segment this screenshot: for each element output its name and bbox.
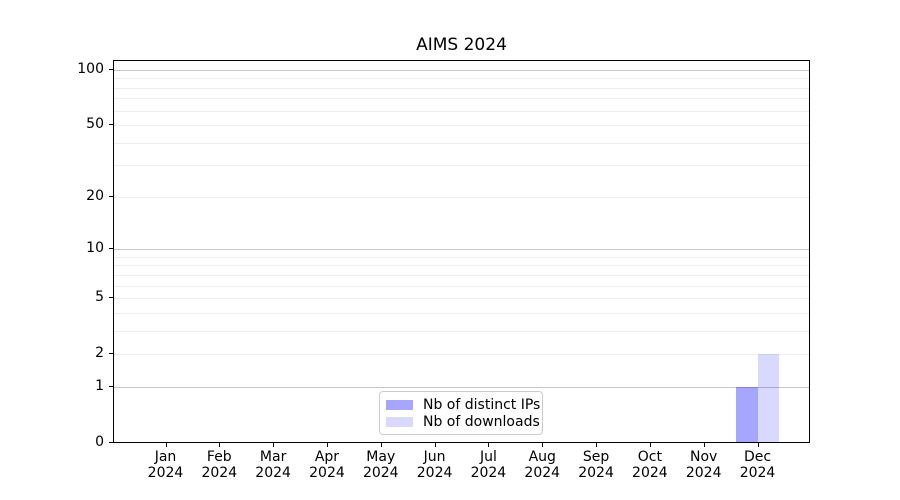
y-tick-label-20: 20	[86, 187, 104, 204]
y-tick-0	[109, 442, 113, 443]
x-tick-apr	[326, 443, 328, 447]
x-tick-feb	[219, 443, 221, 447]
y-tick-5	[109, 297, 113, 299]
x-tick-label-jul: Jul 2024	[470, 449, 507, 481]
legend-label-downloads: Nb of downloads	[423, 414, 540, 430]
y-tick-label-5: 5	[95, 289, 104, 306]
x-tick-label-apr: Apr 2024	[309, 449, 345, 481]
x-tick-jul	[488, 443, 490, 447]
x-tick-mar	[273, 443, 275, 447]
gridline-major-100	[114, 69, 809, 71]
plot-area	[113, 60, 810, 443]
gridline-minor-3	[114, 330, 809, 332]
gridline-minor-5	[114, 298, 809, 300]
gridline-minor-6	[114, 285, 809, 287]
x-tick-jan	[165, 443, 167, 447]
gridline-minor-20	[114, 196, 809, 198]
gridline-minor-8	[114, 265, 809, 267]
bar-nb-of-distinct-ips-dec	[736, 386, 758, 442]
y-tick-10	[109, 248, 113, 250]
y-tick-label-50: 50	[86, 116, 104, 133]
x-tick-label-oct: Oct 2024	[632, 449, 668, 481]
legend-swatch-distinct-ips-icon	[386, 400, 413, 410]
legend: Nb of distinct IPs Nb of downloads	[379, 391, 543, 435]
gridline-minor-2	[114, 354, 809, 356]
x-tick-label-may: May 2024	[362, 449, 399, 481]
x-tick-label-aug: Aug 2024	[524, 449, 561, 481]
y-tick-50	[109, 124, 113, 126]
legend-row-downloads: Nb of downloads	[386, 414, 540, 430]
x-tick-jun	[434, 443, 436, 447]
gridline-major-1	[114, 386, 809, 388]
legend-label-distinct-ips: Nb of distinct IPs	[423, 397, 541, 413]
y-tick-100	[109, 68, 113, 70]
legend-swatch-downloads-icon	[386, 417, 413, 427]
gridline-minor-7	[114, 274, 809, 276]
x-tick-label-jan: Jan 2024	[147, 449, 184, 481]
gridline-minor-90	[114, 78, 809, 80]
y-tick-1	[109, 385, 113, 387]
y-tick-label-2: 2	[95, 345, 104, 362]
x-tick-oct	[649, 443, 651, 447]
x-tick-nov	[703, 443, 705, 447]
y-tick-label-100: 100	[77, 60, 104, 77]
x-tick-label-mar: Mar 2024	[255, 449, 291, 481]
y-tick-2	[109, 353, 113, 355]
y-tick-20	[109, 195, 113, 197]
gridline-minor-40	[114, 142, 809, 144]
gridline-minor-70	[114, 98, 809, 100]
x-tick-sep	[596, 443, 598, 447]
bar-nb-of-downloads-dec	[757, 354, 780, 442]
x-tick-dec	[757, 443, 759, 447]
chart-title: AIMS 2024	[416, 35, 507, 55]
x-tick-label-nov: Nov 2024	[685, 449, 722, 481]
x-tick-label-dec: Dec 2024	[739, 449, 776, 481]
gridline-minor-30	[114, 165, 809, 167]
y-tick-label-0: 0	[95, 434, 104, 450]
gridline-minor-80	[114, 87, 809, 89]
gridline-major-10	[114, 249, 809, 251]
y-tick-label-10: 10	[86, 240, 104, 257]
gridline-minor-50	[114, 125, 809, 127]
x-tick-may	[380, 443, 382, 447]
gridline-minor-4	[114, 312, 809, 314]
legend-row-distinct-ips: Nb of distinct IPs	[386, 397, 540, 413]
x-tick-label-feb: Feb 2024	[201, 449, 238, 481]
x-tick-aug	[542, 443, 544, 447]
gridline-minor-60	[114, 110, 809, 112]
y-tick-label-1: 1	[95, 377, 104, 394]
x-tick-label-sep: Sep 2024	[578, 449, 614, 481]
x-tick-label-jun: Jun 2024	[416, 449, 453, 481]
gridline-minor-9	[114, 256, 809, 258]
